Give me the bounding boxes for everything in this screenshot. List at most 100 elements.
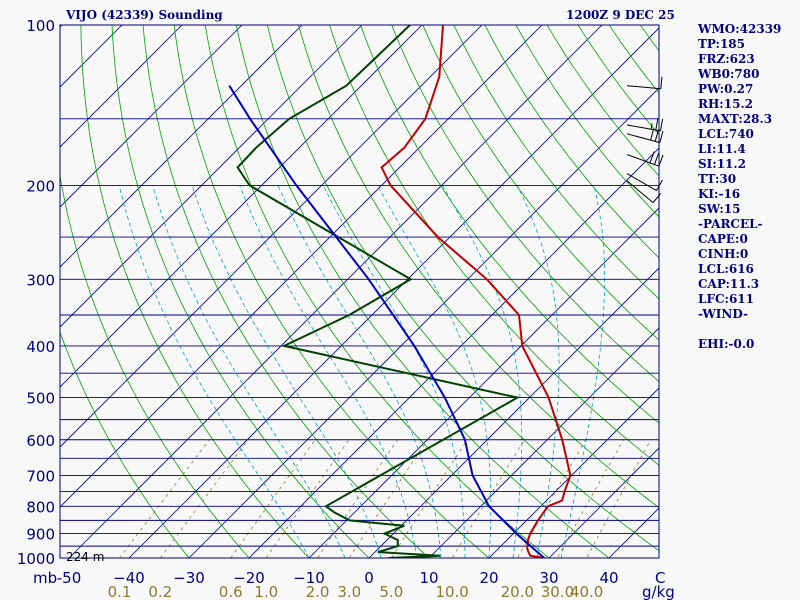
stat-showalter-index: SI:11.2 xyxy=(698,157,746,171)
mixing-ratio-tick-label: 20.0 xyxy=(501,583,534,600)
pressure-tick-label: 600 xyxy=(26,432,55,450)
moist-adiabat-line xyxy=(239,185,418,558)
stat-cinh: CINH:0 xyxy=(698,247,749,261)
mixing-ratio-tick-label: 10.0 xyxy=(435,583,468,600)
temperature-tick-label: −30 xyxy=(173,569,205,587)
chart-title: VIJO (42339) Sounding xyxy=(66,8,223,22)
moist-adiabat-line xyxy=(191,185,382,558)
isotherm-line xyxy=(60,25,183,148)
stat-lifted-index: LI:11.4 xyxy=(698,142,746,156)
isotherm-line xyxy=(60,25,363,328)
isotherm-line xyxy=(60,25,483,448)
temperature-line xyxy=(380,25,572,558)
mixing-ratio-tick-label: 3.0 xyxy=(337,583,361,600)
station-elevation: 224 m xyxy=(66,550,105,564)
mixing-ratio-tick-label: 0.2 xyxy=(148,583,172,600)
temperature-tick-label: 30 xyxy=(539,569,558,587)
stat-lcl: LCL:740 xyxy=(698,127,754,141)
stat-total-totals: TT:30 xyxy=(698,172,737,186)
dry-adiabat-line xyxy=(484,25,659,259)
isotherm-line xyxy=(488,387,659,558)
isotherm-line xyxy=(68,25,603,558)
pressure-tick-label: 500 xyxy=(26,390,55,408)
stat-wet-bulb-zero: WB0:780 xyxy=(698,67,760,81)
plot-frame xyxy=(59,24,660,559)
temperature-tick-label: −20 xyxy=(233,569,265,587)
mixing-ratio-line xyxy=(451,439,525,558)
stat-ehi: EHI:-0.0 xyxy=(698,337,755,351)
dry-adiabat-line xyxy=(60,173,250,558)
temperature-tick-label: −40 xyxy=(113,569,145,587)
mixing-ratio-line xyxy=(516,439,587,558)
dry-adiabat-line xyxy=(453,25,659,300)
moist-adiabat-line xyxy=(277,185,442,558)
temperature-tick-label: 40 xyxy=(599,569,618,587)
dry-adiabat-line xyxy=(204,25,550,558)
wind-barb xyxy=(626,76,663,90)
stat-tropopause: TP:185 xyxy=(698,37,746,51)
mixing-ratio-line xyxy=(265,439,350,558)
stat-relative-humidity: RH:15.2 xyxy=(698,97,753,111)
pressure-tick-label: 900 xyxy=(26,526,55,544)
mixing-ratio-line xyxy=(119,439,210,558)
mixing-ratio-tick-label: 2.0 xyxy=(306,583,330,600)
temperature-tick-label: 0 xyxy=(364,569,374,587)
mixing-ratio-line xyxy=(390,439,468,558)
stat-precipitable-water: PW:0.27 xyxy=(698,82,754,96)
wind-barb xyxy=(626,118,664,132)
isotherm-line xyxy=(60,25,303,268)
pressure-tick-label: 800 xyxy=(26,498,55,516)
parcel-line xyxy=(228,85,545,558)
stat-wind-heading: -WIND- xyxy=(698,307,748,321)
isotherm-line xyxy=(188,87,659,558)
mixing-ratio-tick-label: 1.0 xyxy=(254,583,278,600)
pressure-tick-label: 200 xyxy=(26,177,55,195)
isotherm-line xyxy=(60,25,123,88)
temperature-tick-label: 20 xyxy=(479,569,498,587)
dewpoint-line xyxy=(236,25,521,558)
isotherm-line xyxy=(60,25,243,208)
stat-lfc: LFC:611 xyxy=(698,292,754,306)
isotherm-line xyxy=(0,25,2,558)
mixing-ratio-tick-label: 40.0 xyxy=(570,583,603,600)
pressure-tick-label: 700 xyxy=(26,467,55,485)
mixing-ratio-line xyxy=(586,439,652,558)
isotherm-line xyxy=(60,25,423,388)
isotherm-line xyxy=(60,25,543,508)
moist-adiabat-line xyxy=(377,185,492,558)
temperature-tick-label: 10 xyxy=(419,569,438,587)
mixing-ratio-line xyxy=(159,439,249,558)
stat-sweat: SW:15 xyxy=(698,202,741,216)
dry-adiabat-line xyxy=(391,25,659,383)
pressure-tick-label: 1000 xyxy=(17,550,55,568)
pressure-tick-label: 100 xyxy=(26,17,55,35)
isotherm-line xyxy=(128,27,659,558)
pressure-tick-label: 300 xyxy=(26,271,55,289)
stat-spacer xyxy=(698,322,781,337)
wind-barb xyxy=(626,180,662,204)
mixing-ratio-tick-label: 0.1 xyxy=(108,583,132,600)
stat-cap: CAP:11.3 xyxy=(698,277,760,291)
mixing-ratio-line xyxy=(230,439,316,558)
dry-adiabat-line xyxy=(298,25,659,509)
dry-adiabat-line xyxy=(422,25,659,341)
stat-max-temperature: MAXT:28.3 xyxy=(698,112,773,126)
stat-parcel-heading: -PARCEL- xyxy=(698,217,763,231)
wind-barb xyxy=(626,151,664,167)
moist-adiabat-line xyxy=(442,185,523,558)
dry-adiabat-line xyxy=(360,25,659,424)
stat-freezing-level: FRZ:623 xyxy=(698,52,755,66)
observation-time: 1200Z 9 DEC 25 xyxy=(566,8,675,22)
dry-adiabat-line xyxy=(142,25,430,558)
wind-barb xyxy=(626,128,664,144)
isotherm-line xyxy=(308,207,659,558)
temperature-unit-label: C xyxy=(655,569,665,587)
dry-adiabat-line xyxy=(111,25,370,558)
temperature-tick-label: −10 xyxy=(293,569,325,587)
mixing-ratio-tick-label: 5.0 xyxy=(379,583,403,600)
stat-parcel-lcl: LCL:616 xyxy=(698,262,754,276)
mixing-ratio-line xyxy=(556,439,624,558)
temperature-tick-label: -50 xyxy=(57,569,82,587)
